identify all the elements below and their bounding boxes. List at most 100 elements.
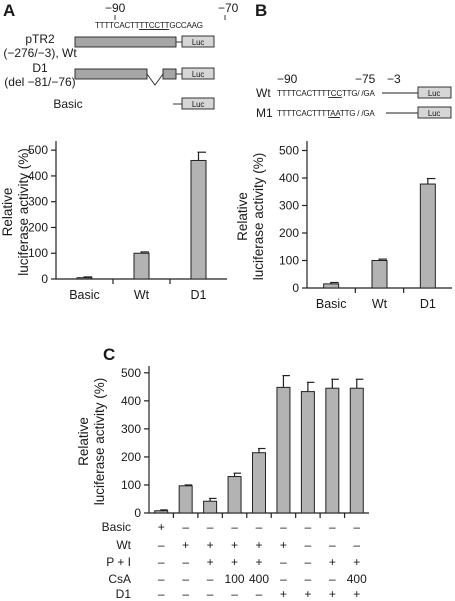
condition-cell-2-6: –: [305, 555, 312, 569]
construct-wt-luc: Luc: [192, 38, 204, 47]
condition-cell-4-5: +: [280, 587, 287, 601]
chart-b-ylabel-1: luciferase activity (%): [251, 153, 266, 281]
condition-cell-3-5: –: [280, 572, 287, 586]
chart-a-bar-0: [76, 277, 93, 280]
condition-table: Basic + – – – – – – – –Wt – + + + + + – – –P + I – – + + + – – + +C…: [102, 520, 367, 601]
condition-cell-3-7: –: [329, 572, 336, 586]
condition-cell-3-8: 400: [347, 572, 367, 586]
condition-cell-1-2: +: [207, 538, 214, 552]
condition-label-0: Basic: [102, 520, 131, 534]
chart-a-ytick-label-0: 0: [41, 272, 48, 286]
condition-cell-2-4: +: [255, 555, 262, 569]
chart-a-bar-1: [133, 252, 150, 280]
chart-a-category-0: Basic: [69, 288, 100, 302]
chart-a-ytick-label-1: 100: [28, 246, 48, 260]
chart-a-ylabel-0: Relative: [0, 188, 15, 237]
chart-c-ytick-label-1: 100: [121, 478, 141, 492]
condition-label-4: D1: [116, 587, 132, 601]
condition-cell-4-7: +: [329, 587, 336, 601]
construct-d1-deletion: [146, 73, 164, 86]
condition-cell-0-2: –: [207, 520, 214, 534]
panel-a-ruler-right: −70: [218, 1, 239, 15]
condition-cell-4-0: –: [158, 587, 165, 601]
chart-c-ytick-label-2: 200: [121, 450, 141, 464]
condition-label-2: P + I: [106, 555, 131, 569]
chart-b-bar-1: [371, 260, 388, 289]
condition-cell-0-6: –: [305, 520, 312, 534]
chart-c-ytick-label-3: 300: [121, 422, 141, 436]
chart-c-bar-3: [227, 476, 242, 514]
chart-c-bar-2: [203, 500, 218, 514]
condition-cell-4-2: –: [207, 587, 214, 601]
condition-cell-4-3: –: [231, 587, 238, 601]
condition-cell-1-4: +: [255, 538, 262, 552]
chart-a-bar-2: [190, 159, 207, 280]
condition-cell-2-1: –: [182, 555, 189, 569]
chart-c-bar-5: [276, 386, 291, 514]
construct-d1-promoter-left: [74, 68, 148, 80]
chart-b-bar-2: [419, 183, 436, 289]
condition-cell-2-7: +: [329, 555, 336, 569]
chart-a-category-1: Wt: [134, 288, 150, 302]
panel-b-diagram: B −90 −75 −3 Wt TTTTCACTTTTCCTTG/ /GA Lu…: [255, 1, 452, 120]
chart-b-ytick-label-1: 100: [279, 254, 299, 268]
chart-b-bar-0: [323, 283, 340, 289]
construct-d1-luc-box: [181, 67, 215, 80]
condition-cell-4-4: –: [256, 587, 263, 601]
chart-b-category-0: Basic: [316, 297, 347, 311]
condition-cell-3-4: 400: [249, 572, 269, 586]
condition-cell-3-3: 100: [225, 572, 245, 586]
condition-cell-0-5: –: [280, 520, 287, 534]
seq-b-m1-underlined: AA: [330, 109, 341, 118]
condition-cell-1-3: +: [231, 538, 238, 552]
panel-b-row-m1-luc: Luc: [428, 109, 440, 118]
panel-b-row-m1-name: M1: [256, 106, 273, 120]
chart-c-bar-8: [349, 387, 364, 514]
chart-a-ytick-label-2: 200: [28, 220, 48, 234]
chart-c-bar-1: [178, 485, 193, 514]
condition-cell-0-1: –: [182, 520, 189, 534]
construct-basic-luc: Luc: [192, 100, 204, 109]
chart-c-ytick-label-4: 400: [121, 394, 141, 408]
condition-cell-3-1: –: [182, 572, 189, 586]
chart-a-ytick-label-3: 300: [28, 195, 48, 209]
chart-a-ytick-label-4: 400: [28, 169, 48, 183]
condition-cell-0-7: –: [329, 520, 336, 534]
construct-wt-luc-box: [181, 35, 215, 48]
chart-b-ytick-label-0: 0: [292, 281, 299, 295]
construct-d1-name-2: (del −81/−76): [4, 75, 75, 89]
seq-b-m1-post: TTG / /GA: [340, 109, 376, 118]
condition-cell-2-2: +: [207, 555, 214, 569]
chart-b-category-2: D1: [420, 297, 436, 311]
chart-b-ytick-label-2: 200: [279, 226, 299, 240]
condition-cell-1-8: –: [353, 538, 360, 552]
condition-label-3: CsA: [108, 572, 131, 586]
condition-cell-1-6: –: [305, 538, 312, 552]
panel-b-row-m1-seq: TTTTCACTTTTAATTG / /GA: [277, 109, 375, 118]
panel-c-labels: C: [103, 345, 115, 364]
seq-a-pre: TTTTCACTT: [95, 21, 140, 30]
construct-d1-promoter-right: [162, 68, 177, 80]
construct-basic-name: Basic: [53, 97, 82, 111]
condition-cell-2-0: –: [158, 555, 165, 569]
chart-c-ytick-label-0: 0: [134, 506, 141, 520]
panel-a-diagram: A −90 −70 TTTTCACTTTTCCTTGCCAAG pTR2 (−2…: [3, 1, 239, 111]
chart-a: 0 100 200 300 400 500 Relative luciferase activ…: [0, 141, 227, 302]
panel-b-row-m1-luc-box: [417, 106, 452, 119]
condition-cell-4-6: +: [304, 587, 311, 601]
chart-b-ytick-label-3: 300: [279, 199, 299, 213]
chart-a-ylabel-1: luciferase activity (%): [16, 148, 31, 276]
chart-c-bar-6: [300, 391, 315, 514]
panel-b-coord-1: −90: [277, 72, 298, 86]
panel-a-ruler-left: −90: [105, 1, 126, 15]
panel-b-label: B: [255, 1, 267, 20]
condition-cell-3-6: –: [305, 572, 312, 586]
panel-b-row-wt-luc-box: [417, 86, 452, 99]
condition-cell-1-5: +: [280, 538, 287, 552]
condition-cell-3-2: –: [207, 572, 214, 586]
chart-b-ylabel-0: Relative: [235, 192, 250, 241]
condition-cell-0-0: +: [158, 520, 165, 534]
seq-b-wt-pre: TTTTCACTTTT: [277, 89, 331, 98]
condition-cell-1-7: –: [329, 538, 336, 552]
